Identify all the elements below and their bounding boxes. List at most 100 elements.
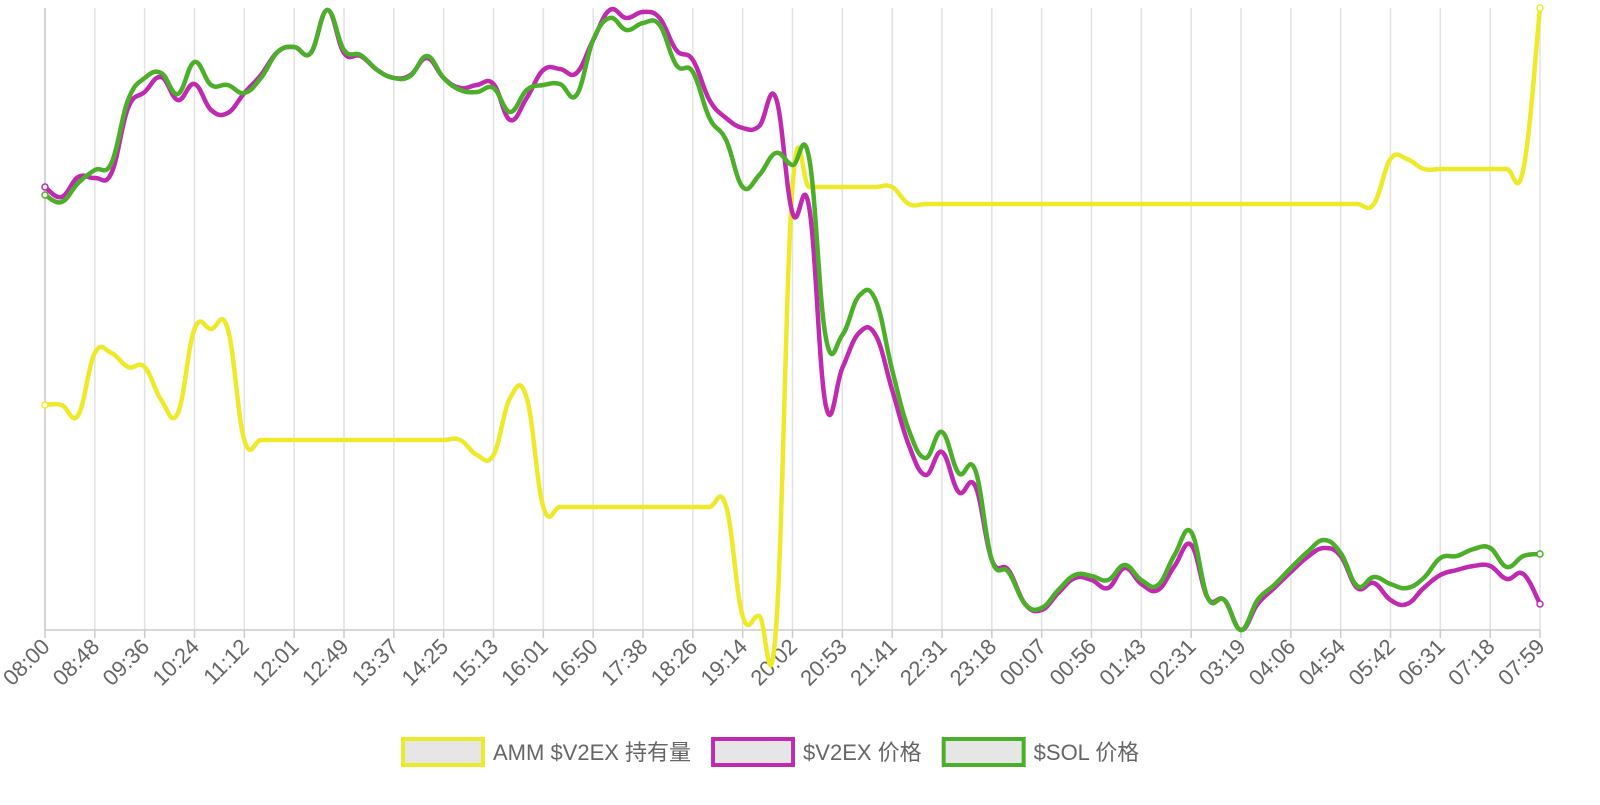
data-point bbox=[973, 484, 978, 488]
data-point bbox=[757, 614, 762, 618]
data-point bbox=[624, 28, 629, 32]
data-point bbox=[176, 411, 180, 415]
x-tick-label: 17:38 bbox=[596, 634, 653, 691]
data-point bbox=[1305, 555, 1310, 559]
data-point bbox=[41, 401, 49, 409]
data-point bbox=[192, 82, 197, 86]
data-point bbox=[1172, 564, 1177, 568]
data-point bbox=[259, 76, 263, 80]
data-point bbox=[740, 614, 745, 618]
data-point bbox=[93, 168, 97, 172]
data-point bbox=[159, 398, 164, 402]
data-point bbox=[774, 628, 778, 632]
data-point bbox=[358, 53, 363, 57]
legend-swatch bbox=[401, 737, 485, 767]
data-point bbox=[857, 331, 861, 335]
data-point bbox=[1156, 202, 1160, 206]
data-point bbox=[1073, 573, 1077, 577]
data-point bbox=[807, 185, 811, 189]
data-point bbox=[292, 438, 296, 442]
data-point bbox=[674, 505, 679, 509]
data-point bbox=[259, 438, 263, 442]
data-point bbox=[940, 202, 944, 206]
legend-swatch bbox=[711, 737, 796, 767]
data-point bbox=[1122, 202, 1127, 206]
data-point bbox=[441, 438, 446, 442]
data-point bbox=[807, 205, 811, 209]
data-point bbox=[1388, 582, 1393, 586]
legend: AMM $V2EX 持有量 $V2EX 价格 $SOL 价格 bbox=[401, 737, 1140, 767]
data-point bbox=[1189, 202, 1193, 206]
data-point bbox=[1272, 202, 1277, 206]
data-point bbox=[76, 175, 81, 179]
data-point bbox=[674, 48, 679, 52]
data-point bbox=[1289, 566, 1293, 570]
data-point bbox=[624, 16, 629, 20]
data-point bbox=[392, 438, 396, 442]
data-point bbox=[1421, 586, 1426, 590]
data-point bbox=[757, 173, 762, 177]
data-point bbox=[1455, 568, 1459, 572]
data-point bbox=[358, 438, 363, 442]
data-point bbox=[109, 351, 114, 355]
data-point bbox=[1023, 602, 1027, 606]
data-point bbox=[176, 92, 180, 96]
data-point bbox=[890, 185, 894, 189]
x-tick-label: 08:48 bbox=[48, 634, 105, 691]
data-point bbox=[558, 82, 562, 86]
data-point bbox=[906, 428, 911, 432]
data-point bbox=[591, 38, 595, 42]
x-tick-label: 19:14 bbox=[696, 634, 753, 691]
data-point bbox=[1438, 167, 1443, 171]
data-point bbox=[790, 185, 795, 189]
data-point bbox=[1488, 167, 1492, 171]
data-point bbox=[1239, 202, 1243, 206]
x-tick-label: 09:36 bbox=[98, 634, 155, 691]
data-point bbox=[641, 21, 645, 25]
data-point bbox=[956, 490, 961, 494]
data-point bbox=[1438, 556, 1443, 560]
data-point bbox=[1073, 202, 1077, 206]
data-point bbox=[275, 50, 280, 54]
data-point bbox=[408, 438, 413, 442]
data-point bbox=[691, 505, 695, 509]
data-point bbox=[956, 471, 961, 475]
data-point bbox=[375, 438, 380, 442]
x-tick-label: 05:42 bbox=[1343, 634, 1400, 691]
data-point bbox=[1139, 202, 1144, 206]
data-point bbox=[1172, 553, 1177, 557]
data-point bbox=[1521, 554, 1526, 558]
x-tick-label: 03:19 bbox=[1194, 634, 1251, 691]
data-point bbox=[790, 163, 795, 167]
data-point bbox=[840, 366, 845, 370]
data-point bbox=[973, 468, 978, 472]
data-point bbox=[1039, 202, 1044, 206]
data-point bbox=[1006, 570, 1011, 574]
data-point bbox=[491, 453, 496, 457]
data-point bbox=[1504, 565, 1509, 569]
x-tick-label: 07:18 bbox=[1443, 634, 1500, 691]
data-point bbox=[1421, 167, 1426, 171]
data-point bbox=[1338, 551, 1343, 555]
data-point bbox=[873, 333, 878, 337]
data-point bbox=[142, 90, 147, 94]
data-point bbox=[242, 91, 247, 95]
legend-swatch bbox=[941, 737, 1026, 767]
data-point bbox=[840, 333, 845, 337]
x-tick-label: 08:00 bbox=[0, 634, 55, 691]
data-point bbox=[1239, 628, 1243, 632]
data-point bbox=[890, 368, 894, 372]
data-point bbox=[1388, 598, 1393, 602]
data-point bbox=[325, 438, 330, 442]
legend-label: $SOL 价格 bbox=[1034, 740, 1140, 765]
data-point bbox=[475, 90, 479, 94]
data-point bbox=[1272, 583, 1277, 587]
data-point bbox=[641, 505, 645, 509]
data-point bbox=[1089, 574, 1094, 578]
x-tick-label: 15:13 bbox=[446, 634, 503, 691]
data-point bbox=[76, 181, 81, 185]
data-point bbox=[674, 63, 679, 67]
data-point bbox=[59, 403, 64, 407]
x-tick-label: 04:54 bbox=[1294, 634, 1351, 691]
